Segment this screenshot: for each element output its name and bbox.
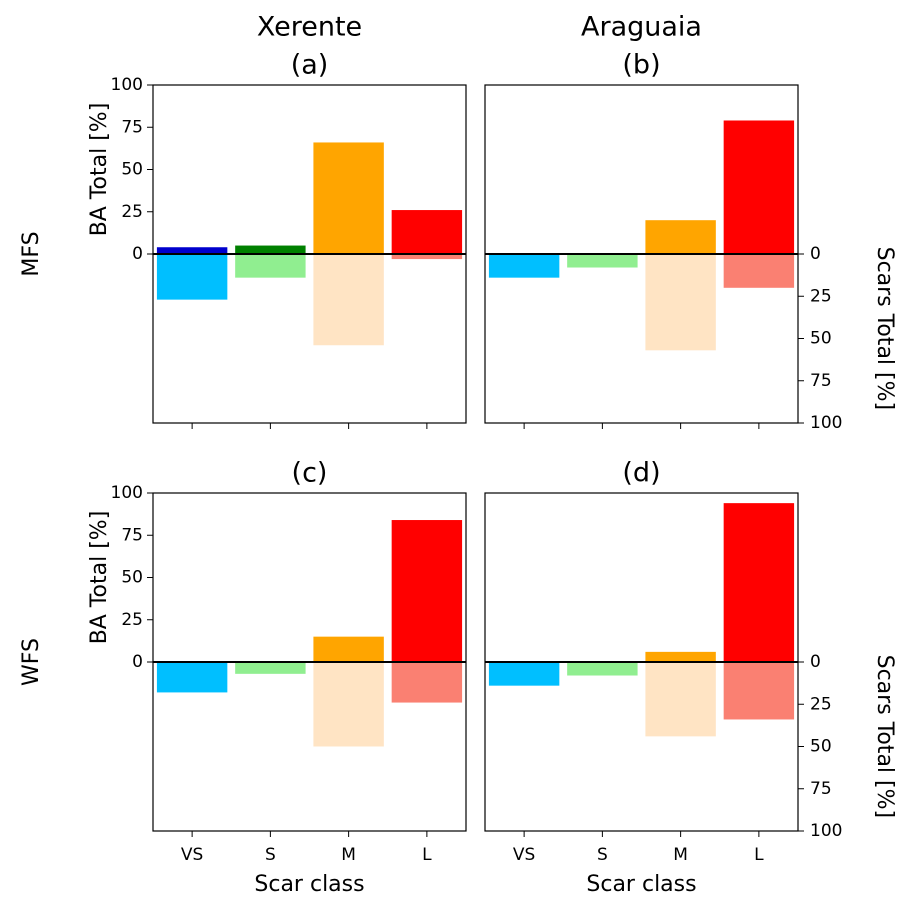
bar	[313, 636, 384, 662]
x-axis-label: Scar class	[586, 872, 696, 897]
y-tick-label: 0	[132, 652, 143, 672]
x-tick-label: L	[422, 845, 432, 865]
bar	[488, 662, 560, 686]
y2-axis-label: Scars Total [%]	[872, 247, 897, 411]
bar	[391, 254, 463, 260]
y2-tick-label: 0	[810, 652, 821, 672]
y2-tick-label: 50	[810, 737, 832, 757]
x-axis-label: Scar class	[254, 872, 364, 897]
bar	[567, 254, 638, 268]
column-title: Araguaia	[581, 12, 702, 43]
bar	[645, 254, 716, 351]
row-label: WFS	[19, 638, 44, 686]
bar	[391, 210, 463, 254]
y2-tick-label: 25	[810, 286, 832, 306]
x-tick-label: M	[341, 845, 356, 865]
y-tick-label: 50	[121, 160, 143, 180]
column-title: Xerente	[257, 12, 362, 43]
y-axis-label: BA Total [%]	[87, 103, 112, 237]
bar	[313, 662, 384, 747]
x-tick-label: S	[265, 845, 276, 865]
y-tick-label: 0	[132, 244, 143, 264]
y2-tick-label: 100	[810, 821, 842, 841]
bar	[156, 662, 228, 693]
bar	[567, 662, 638, 676]
panel-title: (c)	[292, 458, 328, 489]
bar	[488, 254, 560, 278]
bar	[391, 662, 463, 703]
y-tick-label: 50	[121, 568, 143, 588]
bar	[313, 142, 384, 254]
panel-title: (d)	[622, 458, 660, 489]
y2-tick-label: 100	[810, 413, 842, 433]
bar	[723, 254, 795, 288]
bar	[645, 662, 716, 737]
y-tick-label: 75	[121, 117, 143, 137]
bar	[156, 247, 228, 254]
y2-tick-label: 25	[810, 694, 832, 714]
panel-title: (a)	[291, 50, 329, 81]
y2-tick-label: 0	[810, 244, 821, 264]
bar	[313, 254, 384, 346]
bar	[723, 662, 795, 720]
y-tick-label: 75	[121, 525, 143, 545]
y2-tick-label: 50	[810, 329, 832, 349]
bar	[235, 254, 306, 278]
row-label: MFS	[19, 231, 44, 276]
bar	[391, 520, 463, 662]
x-tick-label: VS	[181, 845, 203, 865]
x-tick-label: M	[673, 845, 688, 865]
y-axis-label: BA Total [%]	[87, 511, 112, 645]
bar	[156, 254, 228, 300]
bar	[723, 503, 795, 662]
y2-tick-label: 75	[810, 371, 832, 391]
x-tick-label: L	[754, 845, 764, 865]
y2-axis-label: Scars Total [%]	[872, 655, 897, 819]
y-tick-label: 25	[121, 202, 143, 222]
x-tick-label: S	[597, 845, 608, 865]
y-tick-label: 100	[111, 75, 143, 95]
y-tick-label: 100	[111, 483, 143, 503]
bar	[645, 651, 716, 662]
bar	[645, 220, 716, 254]
x-tick-label: VS	[513, 845, 535, 865]
panel-title: (b)	[622, 50, 660, 81]
y2-tick-label: 75	[810, 779, 832, 799]
bar	[235, 662, 306, 674]
y-tick-label: 25	[121, 610, 143, 630]
bar	[235, 245, 306, 254]
bar	[723, 120, 795, 255]
